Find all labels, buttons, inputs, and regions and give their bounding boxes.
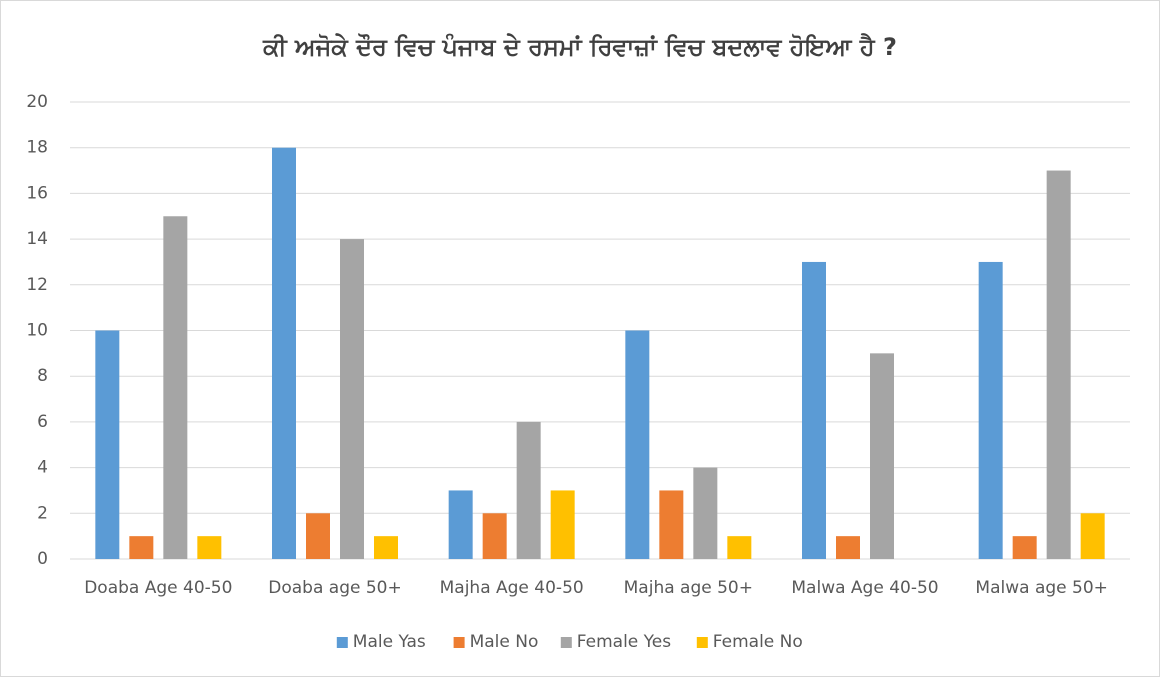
y-tick-label: 6	[37, 412, 48, 432]
chart-title: ਕੀ ਅਜੋਕੇ ਦੌਰ ਵਿਚ ਪੰਜਾਬ ਦੇ ਰਸਮਾਂ ਰਿਵਾਜ਼ਾਂ…	[262, 32, 897, 61]
legend-swatch	[453, 637, 465, 648]
y-tick-label: 12	[26, 275, 48, 295]
legend-label: Female Yes	[577, 632, 671, 652]
bar	[95, 330, 120, 559]
bar	[1012, 536, 1037, 559]
bar	[802, 261, 826, 559]
legend-swatch	[560, 637, 572, 648]
bar	[272, 147, 296, 559]
legend-swatch	[696, 637, 708, 648]
bar	[659, 490, 684, 559]
y-tick-label: 4	[37, 458, 48, 478]
y-tick-label: 20	[26, 92, 48, 112]
x-tick-label: Majha Age 40-50	[440, 578, 584, 598]
legend-label: Female No	[713, 632, 803, 652]
bar	[693, 467, 718, 559]
bar	[340, 239, 364, 559]
x-tick-label: Doaba age 50+	[268, 578, 401, 598]
bar	[978, 261, 1003, 559]
y-tick-label: 14	[26, 229, 48, 249]
bar	[129, 536, 154, 559]
legend-label: Male No	[470, 632, 539, 652]
y-tick-label: 10	[26, 321, 48, 341]
y-tick-label: 2	[37, 503, 48, 523]
x-tick-label: Majha age 50+	[624, 578, 753, 598]
bar	[516, 421, 541, 559]
bar	[163, 216, 188, 559]
y-tick-label: 18	[26, 138, 48, 158]
x-tick-label: Doaba Age 40-50	[84, 578, 232, 598]
bar	[1080, 513, 1105, 559]
legend-swatch	[336, 637, 348, 648]
bar	[448, 490, 473, 559]
bar	[870, 353, 894, 559]
y-tick-label: 16	[26, 183, 48, 203]
bar	[482, 513, 507, 559]
bar	[1046, 170, 1071, 560]
bar	[727, 536, 752, 559]
bar	[374, 536, 398, 559]
x-tick-label: Malwa age 50+	[975, 578, 1107, 598]
bar	[550, 490, 575, 559]
bar	[197, 536, 222, 559]
bar	[836, 536, 860, 559]
y-tick-label: 8	[37, 366, 48, 386]
bar	[625, 330, 650, 559]
legend-label: Male Yas	[353, 632, 426, 652]
bar	[306, 513, 330, 559]
x-tick-label: Malwa Age 40-50	[791, 578, 938, 598]
y-tick-label: 0	[37, 549, 48, 569]
